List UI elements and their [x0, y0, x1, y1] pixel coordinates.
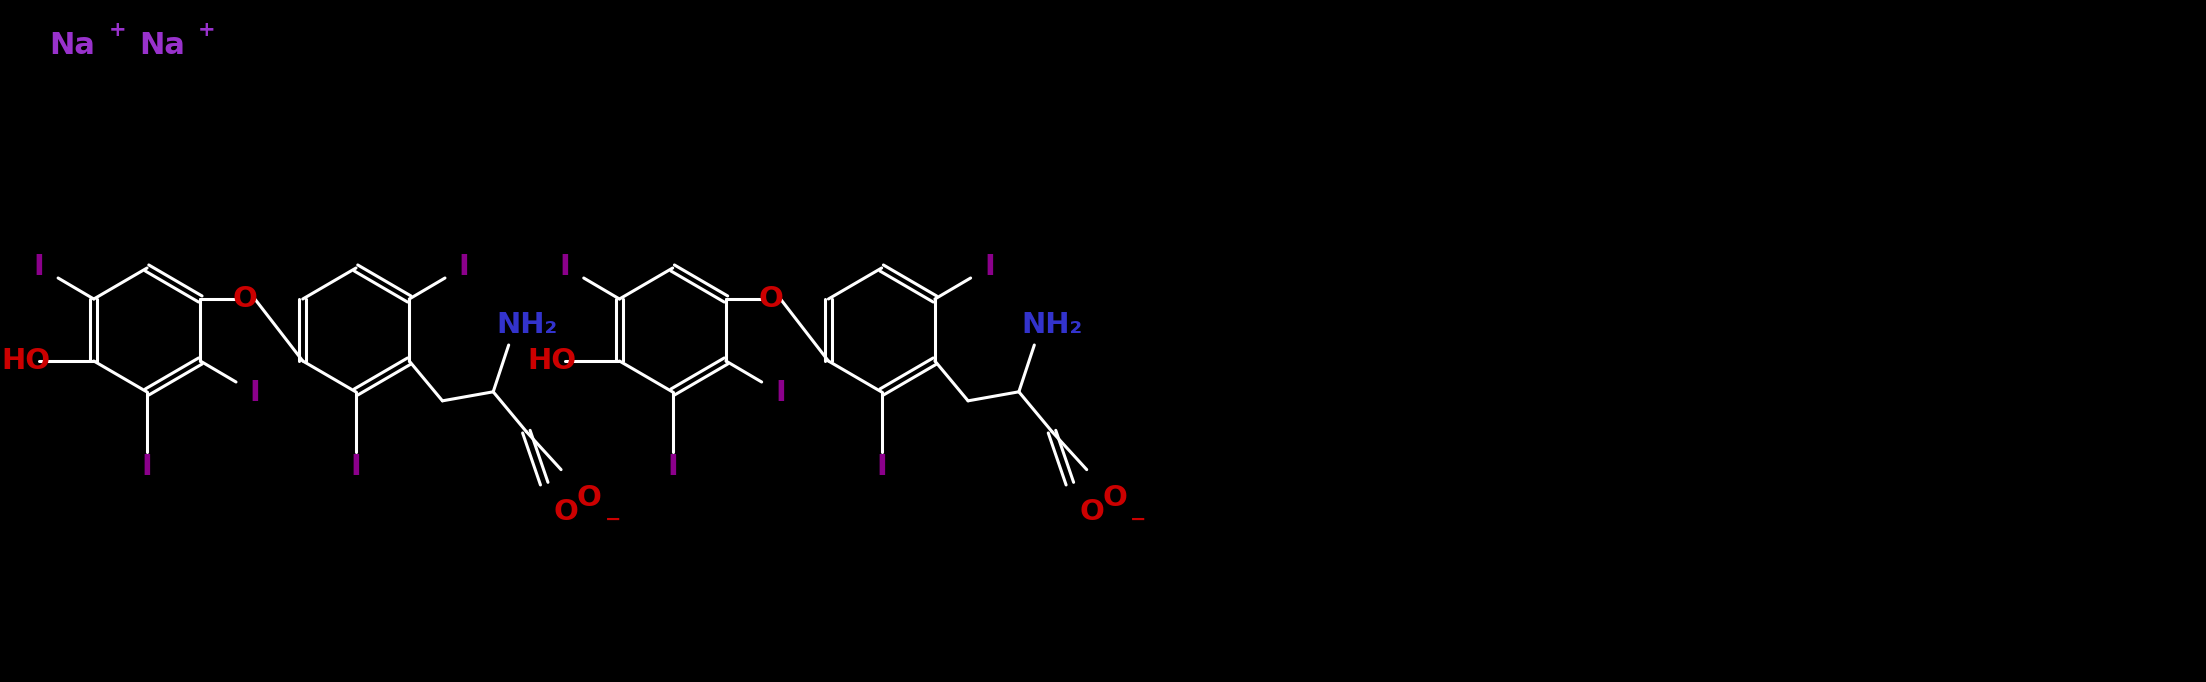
Text: NH₂: NH₂ — [496, 311, 558, 339]
Text: O: O — [1103, 484, 1127, 512]
Text: Na: Na — [139, 31, 185, 59]
Text: HO: HO — [2, 347, 51, 375]
Text: I: I — [774, 379, 785, 407]
Text: O: O — [232, 285, 258, 313]
Text: I: I — [984, 253, 995, 281]
Text: NH₂: NH₂ — [1021, 311, 1083, 339]
Text: I: I — [33, 253, 44, 281]
Text: I: I — [876, 453, 887, 481]
Text: I: I — [249, 379, 260, 407]
Text: O: O — [759, 285, 783, 313]
Text: I: I — [666, 453, 677, 481]
Text: Na: Na — [51, 31, 95, 59]
Text: −: − — [604, 510, 620, 529]
Text: O: O — [576, 484, 602, 512]
Text: +: + — [199, 20, 216, 40]
Text: I: I — [351, 453, 362, 481]
Text: I: I — [560, 253, 571, 281]
Text: +: + — [108, 20, 126, 40]
Text: I: I — [459, 253, 470, 281]
Text: O: O — [554, 498, 578, 526]
Text: I: I — [141, 453, 152, 481]
Text: −: − — [1129, 510, 1147, 529]
Text: O: O — [1079, 498, 1105, 526]
Text: HO: HO — [527, 347, 576, 375]
